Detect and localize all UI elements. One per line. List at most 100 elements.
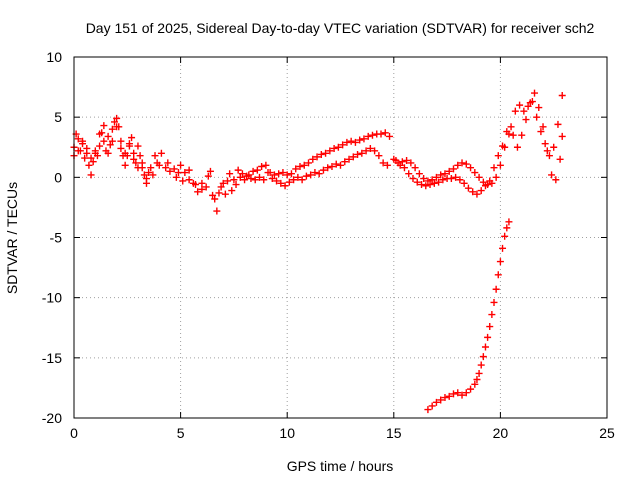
- data-point: [409, 175, 417, 183]
- data-point: [241, 176, 249, 184]
- data-point: [211, 195, 219, 203]
- data-point: [439, 176, 447, 184]
- data-point: [322, 149, 330, 157]
- data-point: [458, 391, 466, 399]
- data-point: [247, 175, 255, 183]
- data-point: [505, 218, 513, 226]
- data-point: [518, 131, 526, 139]
- data-point: [166, 167, 174, 175]
- data-point: [140, 171, 148, 179]
- data-point: [121, 161, 129, 169]
- data-point: [458, 159, 466, 167]
- data-point: [441, 394, 449, 402]
- data-point: [198, 179, 206, 187]
- data-point: [383, 161, 391, 169]
- data-point: [202, 183, 210, 191]
- data-point: [507, 123, 515, 131]
- data-point: [524, 102, 532, 110]
- data-point: [125, 142, 133, 150]
- data-point: [230, 176, 238, 184]
- data-point: [224, 177, 232, 185]
- data-point: [79, 137, 87, 145]
- data-point: [432, 398, 440, 406]
- data-point: [460, 179, 468, 187]
- data-point: [432, 173, 440, 181]
- data-point: [403, 156, 411, 164]
- data-point: [253, 166, 261, 174]
- data-point: [430, 179, 438, 187]
- data-point: [437, 171, 445, 179]
- data-point: [117, 144, 125, 152]
- data-point: [364, 132, 372, 140]
- data-point: [354, 150, 362, 158]
- data-point: [236, 173, 244, 181]
- series-2: [70, 92, 566, 215]
- data-point: [232, 181, 240, 189]
- data-point: [424, 406, 432, 414]
- x-tick-label: 25: [599, 425, 615, 441]
- y-tick-label: -5: [50, 230, 63, 246]
- data-point: [531, 89, 539, 97]
- data-point: [548, 171, 556, 179]
- grid: [74, 57, 607, 418]
- data-point: [535, 104, 543, 112]
- data-point: [418, 181, 426, 189]
- data-point: [449, 165, 457, 173]
- data-point: [164, 159, 172, 167]
- y-axis-label: SDTVAR / TECUs: [4, 182, 20, 294]
- data-point: [170, 165, 178, 173]
- data-point: [74, 135, 82, 143]
- data-point: [260, 176, 268, 184]
- data-point: [147, 164, 155, 172]
- chart-title: Day 151 of 2025, Sidereal Day-to-day VTE…: [86, 20, 595, 36]
- data-point: [309, 155, 317, 163]
- y-tick-label: -20: [42, 410, 62, 426]
- data-point: [285, 178, 293, 186]
- data-point: [251, 176, 259, 184]
- data-point: [234, 166, 242, 174]
- data-point: [219, 179, 227, 187]
- data-point: [81, 154, 89, 162]
- data-point: [294, 173, 302, 181]
- data-point: [326, 147, 334, 155]
- data-point: [471, 380, 479, 388]
- data-point: [533, 113, 541, 121]
- data-point: [511, 107, 519, 115]
- data-point: [469, 188, 477, 196]
- data-point: [104, 132, 112, 140]
- data-point: [113, 123, 121, 131]
- data-point: [149, 171, 157, 179]
- data-point: [475, 369, 483, 377]
- data-point: [206, 167, 214, 175]
- data-point: [486, 177, 494, 185]
- data-point: [104, 149, 112, 157]
- data-point: [501, 232, 509, 240]
- data-point: [179, 177, 187, 185]
- data-point: [464, 184, 472, 192]
- data-point: [292, 165, 300, 173]
- data-point: [198, 185, 206, 193]
- data-point: [362, 147, 370, 155]
- data-point: [313, 153, 321, 161]
- data-point: [332, 160, 340, 168]
- x-axis-label: GPS time / hours: [287, 458, 394, 474]
- data-point: [91, 147, 99, 155]
- data-point: [96, 130, 104, 138]
- x-tick-label: 5: [177, 425, 185, 441]
- x-tick-label: 0: [70, 425, 78, 441]
- data-point: [100, 122, 108, 130]
- data-point: [83, 149, 91, 157]
- data-point: [121, 149, 129, 157]
- data-points: [70, 89, 566, 414]
- data-point: [106, 141, 114, 149]
- data-point: [477, 187, 485, 195]
- data-point: [204, 172, 212, 180]
- data-point: [392, 156, 400, 164]
- data-point: [111, 118, 119, 126]
- y-tick-label: 5: [54, 109, 62, 125]
- data-point: [172, 173, 180, 181]
- data-point: [213, 207, 221, 215]
- data-point: [435, 178, 443, 186]
- data-point: [238, 170, 246, 178]
- data-point: [151, 152, 159, 160]
